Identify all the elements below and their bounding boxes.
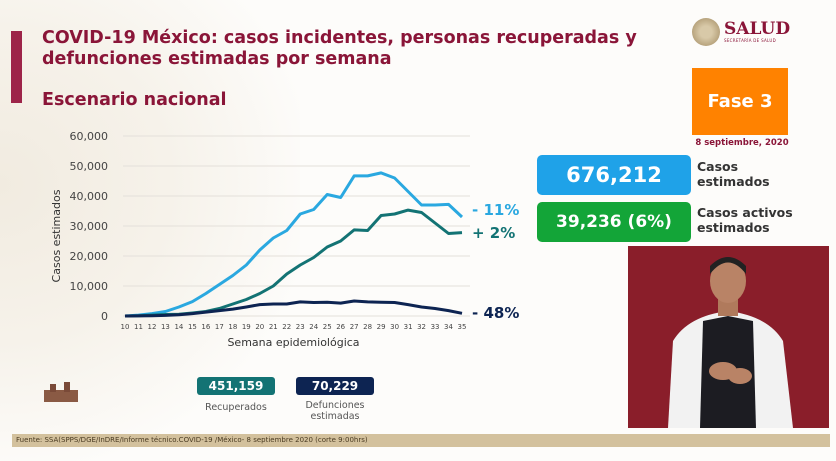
logo-text: SALUD: [724, 19, 791, 39]
x-tick-label: 22: [282, 323, 291, 331]
x-tick-label: 28: [363, 323, 372, 331]
kpi-casos-estimados: 676,212: [537, 155, 691, 195]
x-tick-label: 34: [444, 323, 453, 331]
slide-date: 8 septiembre, 2020: [695, 138, 789, 148]
x-tick-label: 25: [323, 323, 332, 331]
x-tick-label: 20: [255, 323, 264, 331]
slide-title: COVID-19 México: casos incidentes, perso…: [42, 28, 637, 69]
x-tick-label: 15: [188, 323, 197, 331]
x-tick-label: 23: [296, 323, 305, 331]
y-tick-label: 10,000: [70, 280, 109, 293]
y-tick-label: 60,000: [70, 130, 109, 143]
series-end-label: - 48%: [472, 304, 519, 322]
x-tick-label: 10: [121, 323, 130, 331]
kpi-casos-activos: 39,236 (6%): [537, 202, 691, 242]
x-axis-label: Semana epidemiológica: [227, 336, 359, 349]
x-tick-label: 18: [228, 323, 237, 331]
y-tick-label: 0: [101, 310, 108, 323]
slide-subtitle: Escenario nacional: [42, 90, 227, 110]
x-tick-label: 16: [201, 323, 210, 331]
x-tick-label: 13: [161, 323, 170, 331]
stat-recuperados: 451,159: [197, 377, 275, 395]
x-tick-label: 29: [377, 323, 386, 331]
x-tick-label: 33: [431, 323, 440, 331]
national-seal-icon: [692, 18, 720, 46]
title-accent-bar: [11, 31, 22, 103]
x-tick-label: 24: [309, 323, 318, 331]
kpi-casos-activos-label: Casos activos estimados: [697, 205, 793, 235]
source-footer: Fuente: SSA(SPPS/DGE/InDRE/Informe técni…: [12, 434, 830, 447]
x-tick-label: 14: [174, 323, 183, 331]
x-tick-label: 26: [336, 323, 345, 331]
y-axis-label: Casos estimados: [50, 189, 63, 282]
x-tick-label: 21: [269, 323, 278, 331]
series-end-label: + 2%: [472, 224, 515, 242]
x-tick-label: 31: [404, 323, 413, 331]
stat-recuperados-label: Recuperados: [205, 402, 267, 413]
x-tick-label: 17: [215, 323, 224, 331]
x-tick-label: 11: [134, 323, 143, 331]
series-line: [124, 171, 464, 318]
kpi-casos-estimados-label: Casos estimados: [697, 159, 770, 189]
x-tick-label: 27: [350, 323, 359, 331]
stat-defunciones: 70,229: [296, 377, 374, 395]
logo-subtext: SECRETARÍA DE SALUD: [724, 38, 776, 43]
salud-logo: SALUD SECRETARÍA DE SALUD: [692, 18, 790, 46]
x-tick-label: 12: [147, 323, 156, 331]
x-tick-label: 19: [242, 323, 251, 331]
interpreter-figure-icon: [628, 246, 829, 428]
x-tick-label: 32: [417, 323, 426, 331]
y-tick-label: 20,000: [70, 250, 109, 263]
y-tick-label: 50,000: [70, 160, 109, 173]
x-tick-label: 30: [390, 323, 399, 331]
stat-defunciones-label: Defunciones estimadas: [305, 400, 365, 422]
building-logo-icon: [44, 382, 78, 402]
y-tick-label: 40,000: [70, 190, 109, 203]
series-line: [124, 299, 463, 318]
x-tick-label: 35: [458, 323, 467, 331]
series-end-label: - 11%: [472, 201, 519, 219]
phase-badge: Fase 3: [692, 68, 788, 135]
y-tick-label: 30,000: [70, 220, 109, 233]
sign-language-interpreter-video: [628, 246, 829, 428]
